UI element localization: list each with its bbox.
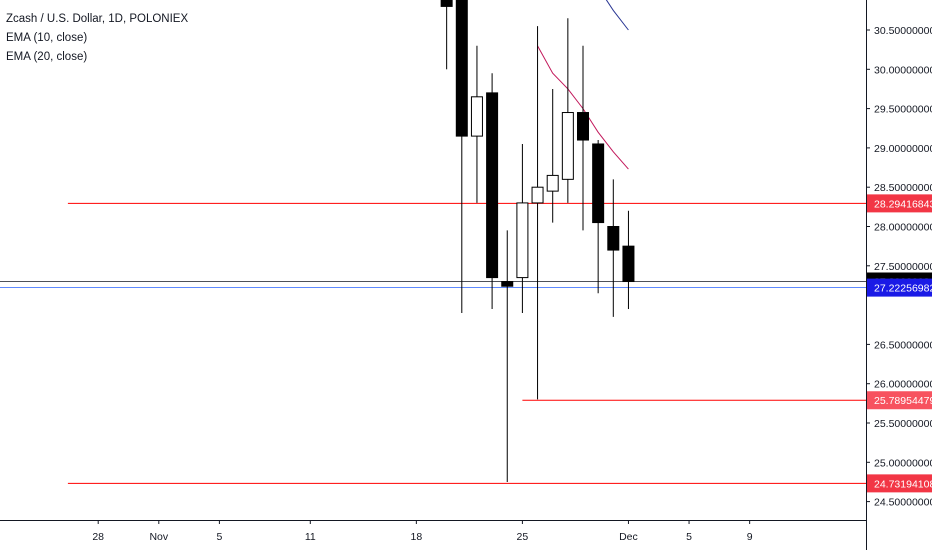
candle-body [501, 281, 514, 287]
time-tick-label: Nov [149, 531, 168, 543]
price-tick-label: 28.50000000 [874, 182, 932, 194]
candle-body [455, 0, 468, 137]
time-tick-label: 5 [686, 531, 692, 543]
candle-body [592, 143, 605, 224]
candle-body [622, 245, 635, 283]
time-tick-label: 28 [92, 531, 104, 543]
plot-area[interactable] [0, 0, 866, 484]
price-tick-label: 30.00000000 [874, 64, 932, 76]
level-tag-bg [867, 391, 932, 410]
price-tick-label: 30.50000000 [874, 25, 932, 37]
candle-body [516, 202, 529, 279]
price-tick-label: 25.00000000 [874, 457, 932, 469]
price-tick-label: 28.00000000 [874, 222, 932, 234]
candle-body [577, 112, 589, 141]
level-tag-bg [867, 194, 932, 213]
time-tick-label: 25 [517, 531, 529, 543]
candle-body [486, 92, 499, 279]
price-tick-label: 27.50000000 [874, 261, 932, 273]
time-tick-label: 11 [305, 531, 316, 543]
candle-body [546, 174, 559, 192]
level-tag: 28.29416843 [874, 198, 932, 210]
price-tick-label: 29.50000000 [874, 104, 932, 116]
symbol-title[interactable]: Zcash / U.S. Dollar, 1D, POLONIEX [6, 13, 189, 25]
price-tick-label: 26.50000000 [874, 339, 932, 351]
candle-body [470, 96, 483, 137]
ema10-label[interactable]: EMA (10, close) [6, 32, 88, 44]
price-tick-label: 24.50000000 [874, 497, 932, 509]
candle-body [561, 112, 574, 180]
price-tick-label: 29.00000000 [874, 143, 932, 155]
ema20-label[interactable]: EMA (20, close) [6, 51, 88, 63]
level-tag: 25.78954479 [874, 395, 932, 407]
price-tick-label: 26.00000000 [874, 379, 932, 391]
chart-legend: Zcash / U.S. Dollar, 1D, POLONIEX EMA (1… [6, 10, 188, 67]
time-axis[interactable]: 28 Nov 5 11 18 25 Dec 5 9 [0, 520, 866, 543]
price-axis[interactable]: 30.50000000 30.00000000 29.50000000 29.0000… [866, 0, 932, 550]
blue-price-tag: 27.22256982 [874, 283, 932, 295]
candle-body [531, 186, 544, 204]
time-tick-label: Dec [619, 531, 638, 543]
time-tick-label: 18 [411, 531, 423, 543]
time-tick-label: 5 [216, 531, 222, 543]
ema20-line [605, 0, 629, 31]
price-tick-label: 25.50000000 [874, 418, 932, 430]
level-tag-bg [867, 474, 932, 493]
candle-body [607, 226, 620, 251]
level-tag: 24.73194108 [874, 478, 932, 490]
blue-price-tag-bg [867, 278, 932, 297]
time-tick-label: 9 [747, 531, 753, 543]
candle-body [440, 0, 453, 7]
